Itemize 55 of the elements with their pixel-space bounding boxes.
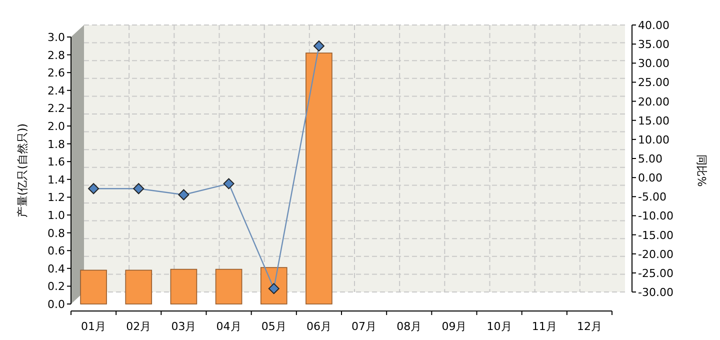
point: [88, 183, 100, 194]
y-tick-label: 1.8: [48, 138, 65, 151]
y-tick-label: 2.2: [48, 102, 65, 116]
y2-axis-title: 同比%: [695, 154, 708, 187]
y2-tick-label: -25.00: [638, 266, 674, 280]
point: [178, 189, 190, 200]
y2-tick-label: 40.00: [638, 19, 670, 32]
y2-tick-label: -5.00: [638, 190, 666, 204]
y2-tick-label: 15.00: [638, 114, 670, 128]
y-tick-label: 1.4: [48, 173, 65, 186]
point: [313, 40, 324, 52]
bar: [306, 52, 332, 304]
x-tick-label: 10月: [486, 320, 512, 333]
y-tick-label: 2.6: [48, 66, 65, 80]
y-tick-label: 3.0: [48, 31, 65, 44]
y2-tick-label: 25.00: [638, 76, 670, 90]
x-tick-label: 03月: [171, 320, 196, 333]
y2-tick-label: -10.00: [638, 210, 674, 223]
y-tick-label: 2.4: [48, 84, 65, 98]
y2-tick-label: 35.00: [638, 38, 670, 52]
y-axis-title: 产量(亿只(自然只)): [16, 123, 29, 218]
bar: [80, 270, 107, 304]
point: [223, 178, 234, 190]
bar: [125, 270, 152, 304]
x-tick-label: 08月: [396, 320, 422, 333]
y-tick-label: 0.0: [48, 298, 65, 311]
y2-tick-label: 0.00: [638, 172, 662, 185]
y-tick-label: 1.0: [48, 209, 65, 222]
x-tick-label: 07月: [352, 320, 377, 333]
y2-tick-label: -15.00: [638, 228, 674, 242]
x-tick-label: 05月: [261, 320, 286, 333]
y-tick-label: 0.4: [48, 262, 65, 276]
y-tick-label: 0.2: [48, 280, 65, 294]
y2-tick-label: 5.00: [638, 152, 662, 166]
x-tick-label: 12月: [576, 320, 602, 333]
y2-tick-label: -30.00: [638, 286, 674, 299]
y-tick-label: 1.6: [48, 156, 65, 169]
bar: [215, 268, 242, 304]
y2-tick-label: 10.00: [638, 133, 670, 146]
y2-tick-label: -20.00: [638, 248, 674, 261]
y-tick-label: 2.0: [48, 120, 65, 133]
x-tick-label: 09月: [442, 320, 467, 333]
x-tick-label: 06月: [306, 320, 332, 333]
x-tick-label: 04月: [216, 320, 242, 333]
y2-tick-label: 20.00: [638, 95, 670, 108]
x-tick-label: 11月: [532, 320, 557, 333]
bar: [170, 268, 198, 304]
y-tick-label: 1.2: [48, 191, 65, 204]
y2-tick-label: 30.00: [638, 57, 670, 70]
y-tick-label: 2.8: [48, 48, 65, 62]
point: [133, 183, 144, 194]
x-tick-label: 01月: [81, 320, 106, 333]
y-tick-label: 0.6: [48, 244, 65, 258]
y-tick-label: 0.8: [48, 226, 65, 240]
x-tick-label: 02月: [126, 320, 152, 333]
